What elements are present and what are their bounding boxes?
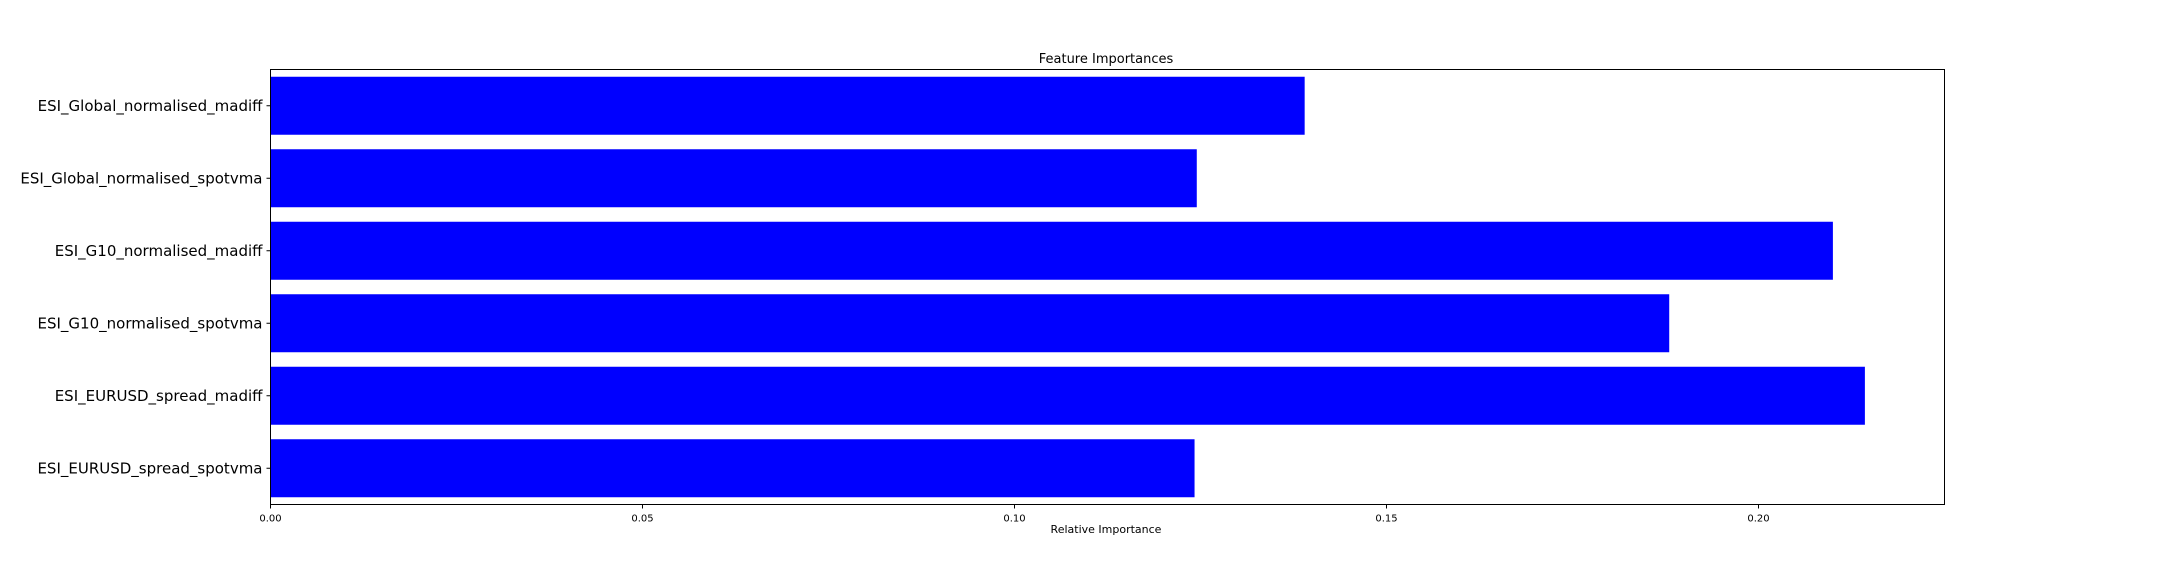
bar-ESI_EURUSD_spread_spotvma	[270, 439, 1195, 498]
y-axis: ESI_Global_normalised_madiff ESI_Global_n…	[20, 97, 271, 478]
x-tick-label: 0.20	[1747, 514, 1769, 525]
y-tick-label: ESI_EURUSD_spread_spotvma	[37, 459, 262, 478]
y-tick-label: ESI_G10_normalised_madiff	[55, 242, 263, 261]
bar-ESI_Global_normalised_madiff	[270, 76, 1305, 135]
x-tick-label: 0.10	[1003, 514, 1025, 525]
bar-ESI_Global_normalised_spotvma	[270, 149, 1197, 208]
y-tick-label: ESI_G10_normalised_spotvma	[38, 314, 263, 333]
bar-ESI_G10_normalised_madiff	[270, 221, 1833, 280]
plot-frame	[270, 69, 1945, 505]
x-axis-label: Relative Importance	[1051, 523, 1162, 536]
chart-title: Feature Importances	[1039, 52, 1174, 67]
x-axis: 0.00 0.05 0.10 0.15 0.20	[259, 504, 1770, 525]
bar-ESI_EURUSD_spread_madiff	[270, 366, 1865, 425]
y-tick-label: ESI_Global_normalised_spotvma	[20, 169, 262, 188]
y-tick-label: ESI_Global_normalised_madiff	[38, 97, 264, 116]
bar-ESI_G10_normalised_spotvma	[270, 294, 1670, 353]
x-tick-label: 0.15	[1375, 514, 1397, 525]
y-tick-label: ESI_EURUSD_spread_madiff	[55, 387, 263, 406]
x-tick-label: 0.05	[631, 514, 653, 525]
bars-layer	[270, 76, 1865, 498]
x-tick-label: 0.00	[259, 514, 281, 525]
